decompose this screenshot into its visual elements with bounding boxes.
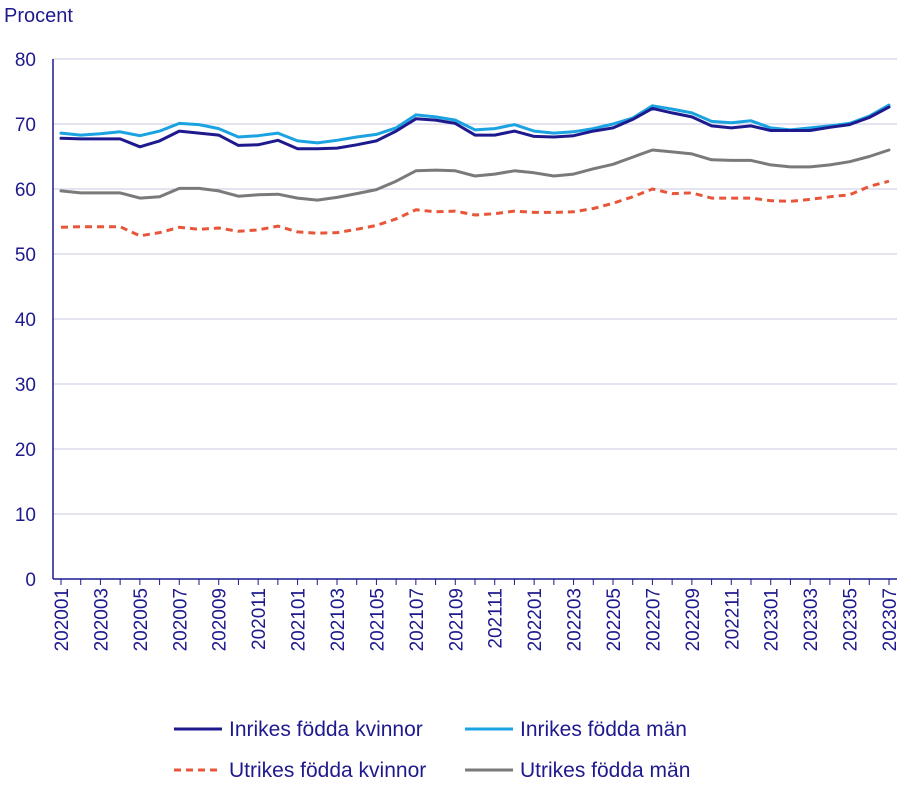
x-tick-label: 202107 <box>407 588 428 651</box>
legend-label: Utrikes födda kvinnor <box>229 759 426 782</box>
y-tick-label: 70 <box>15 115 36 136</box>
x-tick-label: 202103 <box>328 588 349 651</box>
x-tick-label: 202303 <box>801 588 822 651</box>
y-tick-label: 50 <box>15 245 36 266</box>
legend: Inrikes födda kvinnor Inrikes födda män Ut… <box>174 718 690 782</box>
x-tick-label: 202101 <box>289 588 310 651</box>
x-tick-label: 202211 <box>722 588 743 650</box>
y-tick-label: 40 <box>15 310 36 331</box>
y-tick-label: 60 <box>15 180 36 201</box>
gridlines <box>53 58 897 580</box>
y-tick-label: 80 <box>15 50 36 71</box>
x-tick-label: 202001 <box>52 588 73 651</box>
x-tick-label: 202007 <box>170 588 191 651</box>
y-axis-ticks: 0 10 20 30 40 50 60 70 80 <box>15 50 36 591</box>
y-tick-label: 30 <box>15 375 36 396</box>
x-tick-label: 202203 <box>565 588 586 651</box>
x-tick-label: 202301 <box>762 588 783 651</box>
series-lines <box>59 103 891 238</box>
legend-label: Inrikes födda män <box>520 718 687 741</box>
y-tick-label: 20 <box>15 440 36 461</box>
y-axis-title: Procent <box>4 5 73 27</box>
x-tick-label: 202205 <box>604 588 625 651</box>
x-tick-label: 202109 <box>446 588 467 651</box>
x-tick-label: 202003 <box>91 588 112 651</box>
series-line-3 <box>60 179 890 238</box>
x-tick-label: 202005 <box>131 588 152 651</box>
x-tick-label: 202305 <box>841 588 862 651</box>
y-tick-label: 0 <box>25 570 36 591</box>
series-line-2 <box>59 103 891 145</box>
series-line-1 <box>59 105 891 151</box>
x-tick-label: 202307 <box>880 588 901 651</box>
x-tick-label: 202207 <box>643 588 664 651</box>
x-tick-label: 202011 <box>249 588 270 650</box>
x-axis: 202001 202003 202005 202007 202009 202011 2021… <box>52 59 901 651</box>
y-tick-label: 10 <box>15 505 36 526</box>
series-line-4 <box>59 148 891 202</box>
x-tick-label: 202111 <box>486 588 507 649</box>
x-tick-label: 202201 <box>525 588 546 651</box>
x-tick-label: 202009 <box>210 588 231 651</box>
x-tick-label: 202209 <box>683 588 704 651</box>
legend-label: Utrikes födda män <box>520 759 690 782</box>
legend-label: Inrikes födda kvinnor <box>229 718 423 741</box>
x-tick-label: 202105 <box>367 588 388 651</box>
